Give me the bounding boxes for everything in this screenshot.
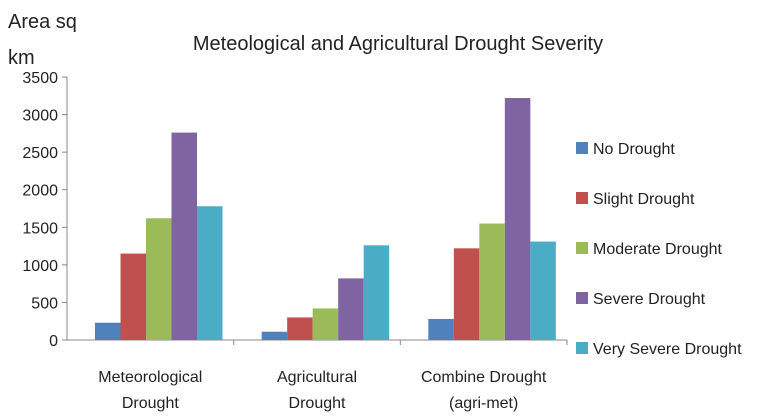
legend-label: Slight Drought bbox=[593, 191, 695, 208]
legend-label: Very Severe Drought bbox=[593, 341, 742, 358]
legend-swatch bbox=[576, 292, 588, 304]
chart-title: Meteological and Agricultural Drought Se… bbox=[193, 33, 603, 55]
bar bbox=[197, 206, 223, 340]
bar bbox=[146, 218, 172, 340]
y-axis-label-line-2: km bbox=[8, 47, 35, 69]
bars bbox=[95, 98, 556, 340]
legend-swatch bbox=[576, 242, 588, 254]
y-tick-label: 0 bbox=[49, 333, 58, 350]
bar bbox=[428, 318, 454, 340]
bar bbox=[479, 223, 505, 340]
bar bbox=[530, 241, 556, 340]
legend-label: No Drought bbox=[593, 141, 675, 158]
legend-label: Moderate Drought bbox=[593, 241, 723, 258]
category-label: Agricultural bbox=[277, 369, 357, 386]
bar bbox=[363, 245, 390, 340]
bar bbox=[171, 132, 197, 340]
category-label: Drought bbox=[289, 395, 346, 412]
y-tick-label: 500 bbox=[31, 295, 58, 312]
y-tick-label: 3500 bbox=[22, 70, 58, 87]
y-tick-label: 3000 bbox=[22, 108, 58, 125]
bar bbox=[312, 308, 339, 340]
y-tick-label: 2000 bbox=[22, 183, 58, 200]
bar bbox=[453, 248, 480, 340]
category-label: (agri-met) bbox=[449, 395, 518, 412]
y-tick-label: 1500 bbox=[22, 220, 58, 237]
category-label: Drought bbox=[122, 395, 179, 412]
y-ticks: 0 500 1000 1500 2000 2500 3000 3500 bbox=[22, 70, 67, 350]
category-label: Combine Drought bbox=[421, 369, 547, 386]
legend-swatch bbox=[576, 342, 588, 354]
legend-label: Severe Drought bbox=[593, 291, 706, 308]
bar bbox=[504, 98, 531, 340]
legend-swatch bbox=[576, 142, 588, 154]
category-label: Meteorological bbox=[98, 369, 202, 386]
y-axis-label-line-1: Area sq bbox=[8, 11, 77, 33]
legend: No Drought Slight Drought Moderate Drought… bbox=[576, 141, 742, 358]
y-tick-label: 2500 bbox=[22, 145, 58, 162]
category-labels: Meteorological Drought Agricultural Drought… bbox=[98, 369, 547, 412]
bar bbox=[287, 317, 313, 340]
bar bbox=[95, 322, 121, 340]
legend-swatch bbox=[576, 192, 588, 204]
bar bbox=[120, 253, 146, 340]
bar bbox=[261, 331, 288, 340]
y-tick-label: 1000 bbox=[22, 258, 58, 275]
bar bbox=[338, 278, 364, 340]
